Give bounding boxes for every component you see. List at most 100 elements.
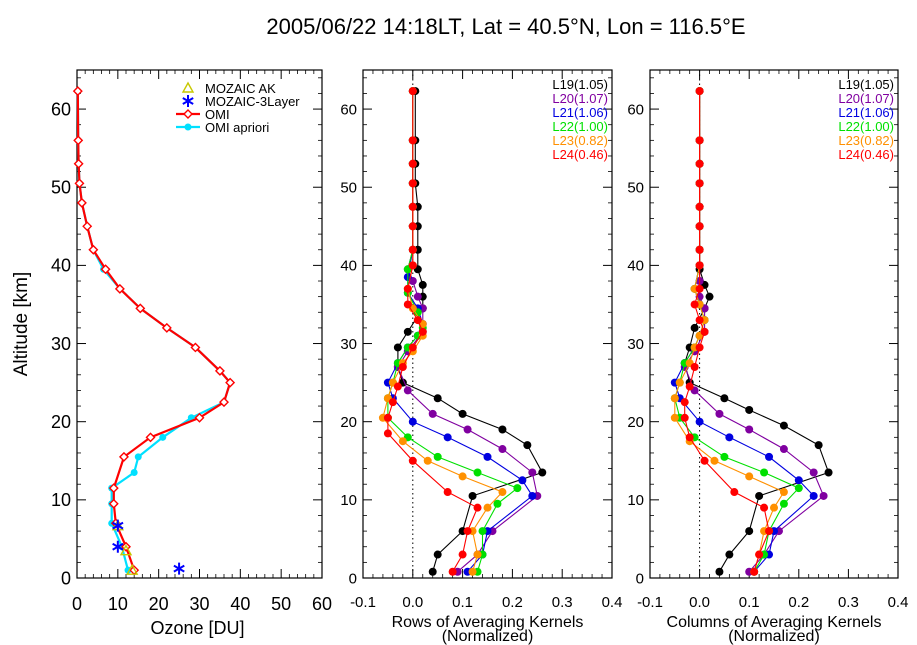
data-point	[468, 567, 477, 576]
x-tick-label: 0.4	[888, 594, 909, 611]
data-point	[695, 87, 704, 96]
data-point	[779, 499, 788, 508]
x-axis-label: Rows of Averaging Kernels	[392, 614, 584, 631]
y-tick-label: 20	[627, 414, 644, 431]
y-tick-label: 0	[61, 568, 71, 588]
data-point	[408, 222, 417, 231]
data-point	[108, 483, 119, 494]
data-point	[518, 476, 527, 485]
y-tick-label: 60	[51, 99, 71, 119]
data-point	[478, 527, 487, 536]
data-point	[765, 527, 774, 536]
legend-label: L21(1.06)	[552, 105, 608, 120]
data-point	[418, 327, 427, 336]
data-point	[393, 382, 402, 391]
data-point	[403, 386, 412, 395]
data-point	[463, 425, 472, 434]
data-point	[145, 432, 156, 443]
data-point	[112, 519, 124, 532]
series-line	[674, 91, 785, 572]
data-point	[135, 303, 146, 314]
x-tick-label: 0	[72, 594, 82, 614]
y-tick-label: 20	[51, 412, 71, 432]
y-tick-label: 0	[349, 570, 357, 587]
data-point	[695, 179, 704, 188]
data-point	[770, 503, 778, 512]
data-point	[745, 472, 754, 481]
data-point	[433, 394, 442, 403]
data-point	[458, 472, 467, 481]
legend-label: MOZAIC AK	[205, 81, 276, 96]
y-tick-label: 30	[627, 336, 644, 353]
data-point	[473, 503, 482, 512]
x-tick-label: 0.4	[602, 594, 623, 611]
data-point	[765, 452, 774, 461]
series-l24	[383, 87, 482, 576]
data-point	[680, 413, 689, 422]
data-point	[720, 394, 729, 403]
data-point	[670, 413, 679, 422]
data-point	[685, 433, 694, 442]
data-point	[184, 123, 192, 131]
legend-label: L20(1.07)	[552, 91, 608, 106]
data-point	[745, 527, 754, 536]
series-l23	[670, 87, 788, 576]
data-point	[114, 283, 125, 294]
x-axis-label-2: (Normalized)	[728, 628, 820, 645]
legend-label: OMI	[205, 107, 230, 122]
data-point	[695, 136, 704, 145]
legend-label: MOZAIC-3Layer	[205, 94, 300, 109]
data-point	[403, 284, 412, 293]
data-point	[513, 484, 522, 493]
data-point	[809, 491, 818, 500]
data-point	[383, 429, 392, 438]
y-tick-label: 10	[340, 492, 357, 509]
legend-label: L21(1.06)	[838, 105, 894, 120]
data-point	[219, 397, 229, 408]
figure-title: 2005/06/22 14:18LT, Lat = 40.5°N, Lon = …	[266, 14, 745, 39]
x-tick-label: 20	[149, 594, 169, 614]
x-tick-label: 0.2	[502, 594, 523, 611]
y-axis-label: Altitude [km]	[11, 272, 32, 377]
panel-2: -0.1 0.0 0.1 0.2 0.3 0.4 0 10 20 30 40 50 60 Rows of …	[340, 69, 623, 645]
data-point	[183, 109, 193, 119]
x-tick-label: 0.1	[452, 594, 473, 611]
data-point	[794, 484, 803, 493]
x-axis-label: Columns of Averaging Kernels	[667, 614, 882, 631]
data-point	[675, 378, 684, 387]
data-point	[408, 87, 417, 96]
legend-label: L23(0.82)	[552, 133, 608, 148]
data-point	[700, 456, 709, 465]
x-tick-label: 10	[108, 594, 128, 614]
data-point	[118, 451, 129, 462]
series-omi	[72, 86, 236, 576]
data-point	[428, 409, 437, 418]
data-point	[76, 197, 87, 208]
y-tick-label: 10	[627, 492, 644, 509]
data-point	[695, 159, 704, 168]
data-point	[214, 365, 225, 376]
data-point	[824, 468, 833, 477]
data-point	[408, 456, 417, 465]
data-point	[680, 398, 689, 407]
data-point	[463, 527, 472, 536]
data-point	[730, 488, 739, 497]
data-point	[119, 544, 133, 556]
data-point	[443, 433, 452, 442]
data-point	[393, 343, 402, 352]
data-point	[194, 412, 205, 423]
data-point	[473, 468, 482, 477]
series-l23	[378, 87, 507, 576]
legend-label: L22(1.00)	[838, 119, 894, 134]
y-tick-label: 60	[340, 101, 357, 118]
x-tick-label: 0.3	[552, 594, 573, 611]
data-point	[528, 468, 537, 477]
data-point	[73, 135, 84, 146]
data-point	[483, 452, 492, 461]
data-point	[100, 264, 111, 275]
data-point	[779, 445, 788, 454]
legend-label: OMI apriori	[205, 120, 269, 135]
data-point	[498, 425, 507, 434]
